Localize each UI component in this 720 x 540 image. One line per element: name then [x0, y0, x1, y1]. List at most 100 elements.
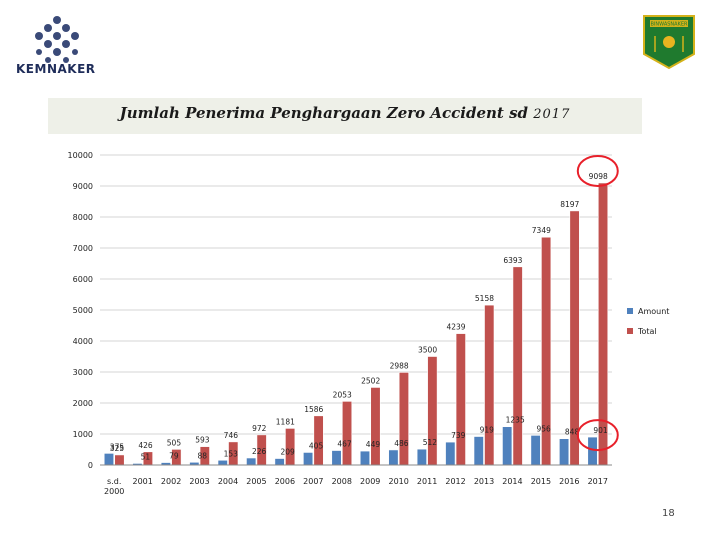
chart-title: Jumlah Penerima Penghargaan Zero Acciden…	[48, 104, 642, 122]
data-label-total: 8197	[560, 200, 579, 209]
bar-total	[427, 356, 438, 466]
y-tick-label: 1000	[73, 430, 93, 439]
y-tick-label: 7000	[73, 244, 93, 253]
data-label-amount: 1235	[506, 416, 525, 425]
y-tick-label: 9000	[73, 182, 93, 191]
data-label-total: 3500	[418, 346, 437, 355]
bar-amount	[530, 435, 541, 466]
data-label-amount: 919	[480, 426, 495, 435]
data-label-total: 5158	[475, 294, 494, 303]
data-label-total: 426	[138, 441, 153, 450]
legend-swatch	[627, 308, 633, 314]
x-tick-label: 2010	[388, 477, 408, 486]
data-label-total: 1586	[304, 405, 323, 414]
data-label-total: 6393	[503, 256, 522, 265]
legend-label: Total	[637, 327, 657, 336]
legend-swatch	[627, 328, 633, 334]
bar-amount	[473, 436, 484, 466]
data-label-amount: 739	[451, 431, 466, 440]
data-label-amount: 226	[252, 447, 267, 456]
bar-amount	[416, 448, 427, 466]
data-label-total: 7349	[532, 226, 551, 235]
x-tick-label: 2017	[588, 477, 608, 486]
kemnaker-logo-text: KEMNAKER	[16, 62, 96, 76]
data-label-amount: 209	[280, 448, 295, 457]
bar-amount	[246, 457, 257, 466]
data-label-amount: 88	[198, 451, 208, 460]
data-label-amount: 375	[110, 442, 125, 451]
bar-total	[114, 454, 125, 466]
x-tick-label: 2004	[218, 477, 238, 486]
y-tick-label: 3000	[73, 368, 93, 377]
y-tick-label: 6000	[73, 275, 93, 284]
y-tick-label: 4000	[73, 337, 93, 346]
data-label-total: 746	[224, 431, 239, 440]
data-label-amount: 486	[394, 439, 409, 448]
bar-amount	[303, 452, 314, 466]
emblem-text: BINWASNAKER	[651, 22, 689, 28]
x-tick-label: 2013	[474, 477, 494, 486]
x-tick-label: 2014	[502, 477, 522, 486]
data-label-total: 2053	[333, 390, 352, 399]
data-label-amount: 153	[224, 449, 239, 458]
x-tick-label: 2006	[275, 477, 295, 486]
data-label-amount: 901	[593, 426, 608, 435]
x-tick-label: s.d.	[107, 477, 121, 486]
data-label-total: 4239	[446, 323, 465, 332]
chart-title-main: Jumlah Penerima Penghargaan Zero Acciden…	[119, 104, 529, 122]
highlight-circle-bottom	[576, 419, 619, 452]
data-label-amount: 449	[366, 440, 381, 449]
binwasnaker-emblem: BINWASNAKER	[643, 15, 695, 70]
bar-total	[341, 401, 353, 466]
y-tick-label: 5000	[73, 306, 93, 315]
x-tick-label: 2001	[132, 477, 152, 486]
kemnaker-logo	[35, 16, 79, 63]
x-tick-label: 2007	[303, 477, 323, 486]
bar-amount	[502, 426, 513, 466]
data-label-amount: 79	[169, 452, 179, 461]
page-number: 18	[662, 508, 675, 519]
data-label-total: 2988	[390, 361, 409, 370]
y-tick-label: 10000	[68, 151, 93, 160]
data-label-total: 593	[195, 436, 210, 445]
y-tick-label: 8000	[73, 213, 93, 222]
data-label-amount: 467	[337, 440, 352, 449]
bar-amount	[445, 441, 456, 466]
chart-title-year: 2017	[533, 107, 571, 122]
bar-amount	[331, 450, 342, 466]
bar-amount	[388, 449, 399, 466]
bar-amount	[559, 438, 570, 466]
y-tick-label: 2000	[73, 399, 93, 408]
bar-amount	[217, 459, 228, 466]
title-band	[48, 98, 642, 134]
bar-total	[512, 266, 523, 466]
x-tick-label: 2016	[559, 477, 579, 486]
data-label-amount: 956	[536, 424, 551, 433]
x-tick-label: 2003	[189, 477, 209, 486]
bar-total	[398, 372, 409, 466]
bar-amount	[359, 450, 371, 466]
bar-total	[313, 415, 324, 466]
bar-total	[597, 182, 609, 466]
x-tick-label: 2005	[246, 477, 266, 486]
x-tick-label: 2012	[445, 477, 465, 486]
x-tick-label: 2015	[531, 477, 551, 486]
data-label-total: 9098	[589, 172, 608, 181]
data-label-total: 1181	[276, 417, 295, 426]
highlight-circle-top	[576, 154, 619, 187]
data-label-total: 2502	[361, 376, 380, 385]
data-label-amount: 848	[565, 428, 580, 437]
bar-amount	[103, 453, 115, 466]
bar-total	[455, 333, 466, 466]
data-label-total: 325	[110, 444, 125, 453]
x-tick-label: 2011	[417, 477, 437, 486]
data-label-total: 972	[252, 424, 267, 433]
x-tick-label: 2008	[332, 477, 352, 486]
x-tick-label: 2002	[161, 477, 181, 486]
y-tick-label: 0	[88, 461, 93, 470]
data-label-amount: 512	[423, 438, 438, 447]
bar-total	[484, 304, 495, 466]
bar-amount	[587, 436, 598, 466]
x-tick-label: 2009	[360, 477, 380, 486]
